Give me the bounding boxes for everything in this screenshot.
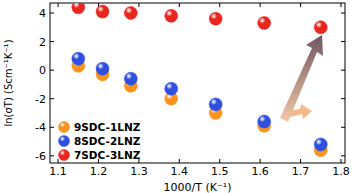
x-tick-label: 1.4 <box>171 165 189 178</box>
arrow-decoration <box>280 35 323 122</box>
data-point <box>96 5 109 18</box>
y-tick <box>341 155 345 156</box>
x-tick <box>219 3 220 7</box>
data-point <box>165 9 178 22</box>
x-tick-label: 1.1 <box>49 165 67 178</box>
data-point <box>314 21 327 34</box>
x-tick <box>300 159 301 163</box>
data-point <box>258 115 271 128</box>
legend-label: 7SDC-3LNZ <box>74 149 141 161</box>
plot-frame <box>50 3 345 163</box>
x-tick <box>179 3 180 7</box>
chart: 1.1 1.2 1.3 1.4 1.5 1.6 1.7 1.8 -6 -4 -2 0 2 4 1000/T … <box>0 0 354 193</box>
data-point <box>209 12 222 25</box>
data-point <box>165 82 178 95</box>
x-tick-label: 1.5 <box>211 165 229 178</box>
legend-label: 8SDC-2LNZ <box>74 135 141 147</box>
x-tick <box>138 3 139 7</box>
x-tick-label: 1.2 <box>90 165 108 178</box>
y-tick <box>50 41 54 42</box>
data-point <box>258 17 271 30</box>
legend: 9SDC-1LNZ 8SDC-2LNZ 7SDC-3LNZ <box>59 121 141 161</box>
x-axis-label: 1000/T (K⁻¹) <box>164 181 232 193</box>
y-tick-label: -2 <box>35 93 46 106</box>
y-tick <box>50 98 54 99</box>
x-tick <box>340 3 341 7</box>
y-tick <box>50 70 54 71</box>
x-tick <box>300 3 301 7</box>
y-tick-label: -6 <box>35 150 46 163</box>
y-tick <box>50 13 54 14</box>
y-tick-label: 4 <box>39 7 46 20</box>
x-tick <box>260 159 261 163</box>
y-tick <box>341 13 345 14</box>
y-tick <box>341 41 345 42</box>
x-tick <box>260 3 261 7</box>
x-tick <box>179 159 180 163</box>
x-tick-label: 1.3 <box>130 165 148 178</box>
legend-marker <box>59 122 70 133</box>
y-tick <box>50 155 54 156</box>
x-tick <box>58 159 59 163</box>
data-point <box>96 62 109 75</box>
x-tick <box>58 3 59 7</box>
data-point <box>72 3 85 14</box>
y-tick-label: 2 <box>39 36 46 49</box>
data-point <box>124 7 137 20</box>
y-axis-label: ln(σT) (Scm⁻¹K⁻¹) <box>3 39 14 126</box>
x-tick <box>219 159 220 163</box>
y-tick <box>341 70 345 71</box>
y-tick-label: 0 <box>39 64 46 77</box>
legend-label: 9SDC-1LNZ <box>74 121 141 133</box>
x-tick-label: 1.8 <box>332 165 350 178</box>
x-tick-label: 1.6 <box>251 165 269 178</box>
data-point <box>209 98 222 111</box>
y-tick <box>341 127 345 128</box>
data-point <box>72 52 85 65</box>
y-tick <box>341 98 345 99</box>
data-point <box>124 72 137 85</box>
legend-marker <box>59 150 70 161</box>
x-tick-label: 1.7 <box>292 165 310 178</box>
x-tick <box>340 159 341 163</box>
data-point <box>314 138 327 151</box>
y-tick-label: -4 <box>35 121 46 134</box>
y-tick <box>50 127 54 128</box>
marks <box>72 3 327 157</box>
legend-marker <box>59 136 70 147</box>
